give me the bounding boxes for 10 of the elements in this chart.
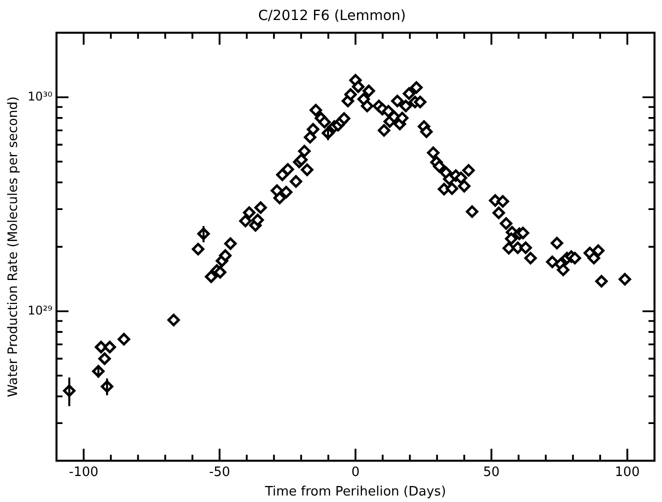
y-tick-label: 10³⁰	[28, 89, 53, 104]
x-tick-label: -50	[208, 464, 230, 480]
chart-title: C/2012 F6 (Lemmon)	[258, 8, 406, 24]
x-tick-label: 100	[614, 464, 640, 480]
x-axis-title: Time from Perihelion (Days)	[264, 484, 446, 500]
y-axis-title: Water Production Rate (Molecules per second)	[6, 96, 22, 398]
y-tick-label: 10²⁹	[28, 303, 53, 318]
x-tick-label: -100	[68, 464, 98, 480]
x-tick-label: 50	[483, 464, 500, 480]
x-tick-label: 0	[351, 464, 360, 480]
